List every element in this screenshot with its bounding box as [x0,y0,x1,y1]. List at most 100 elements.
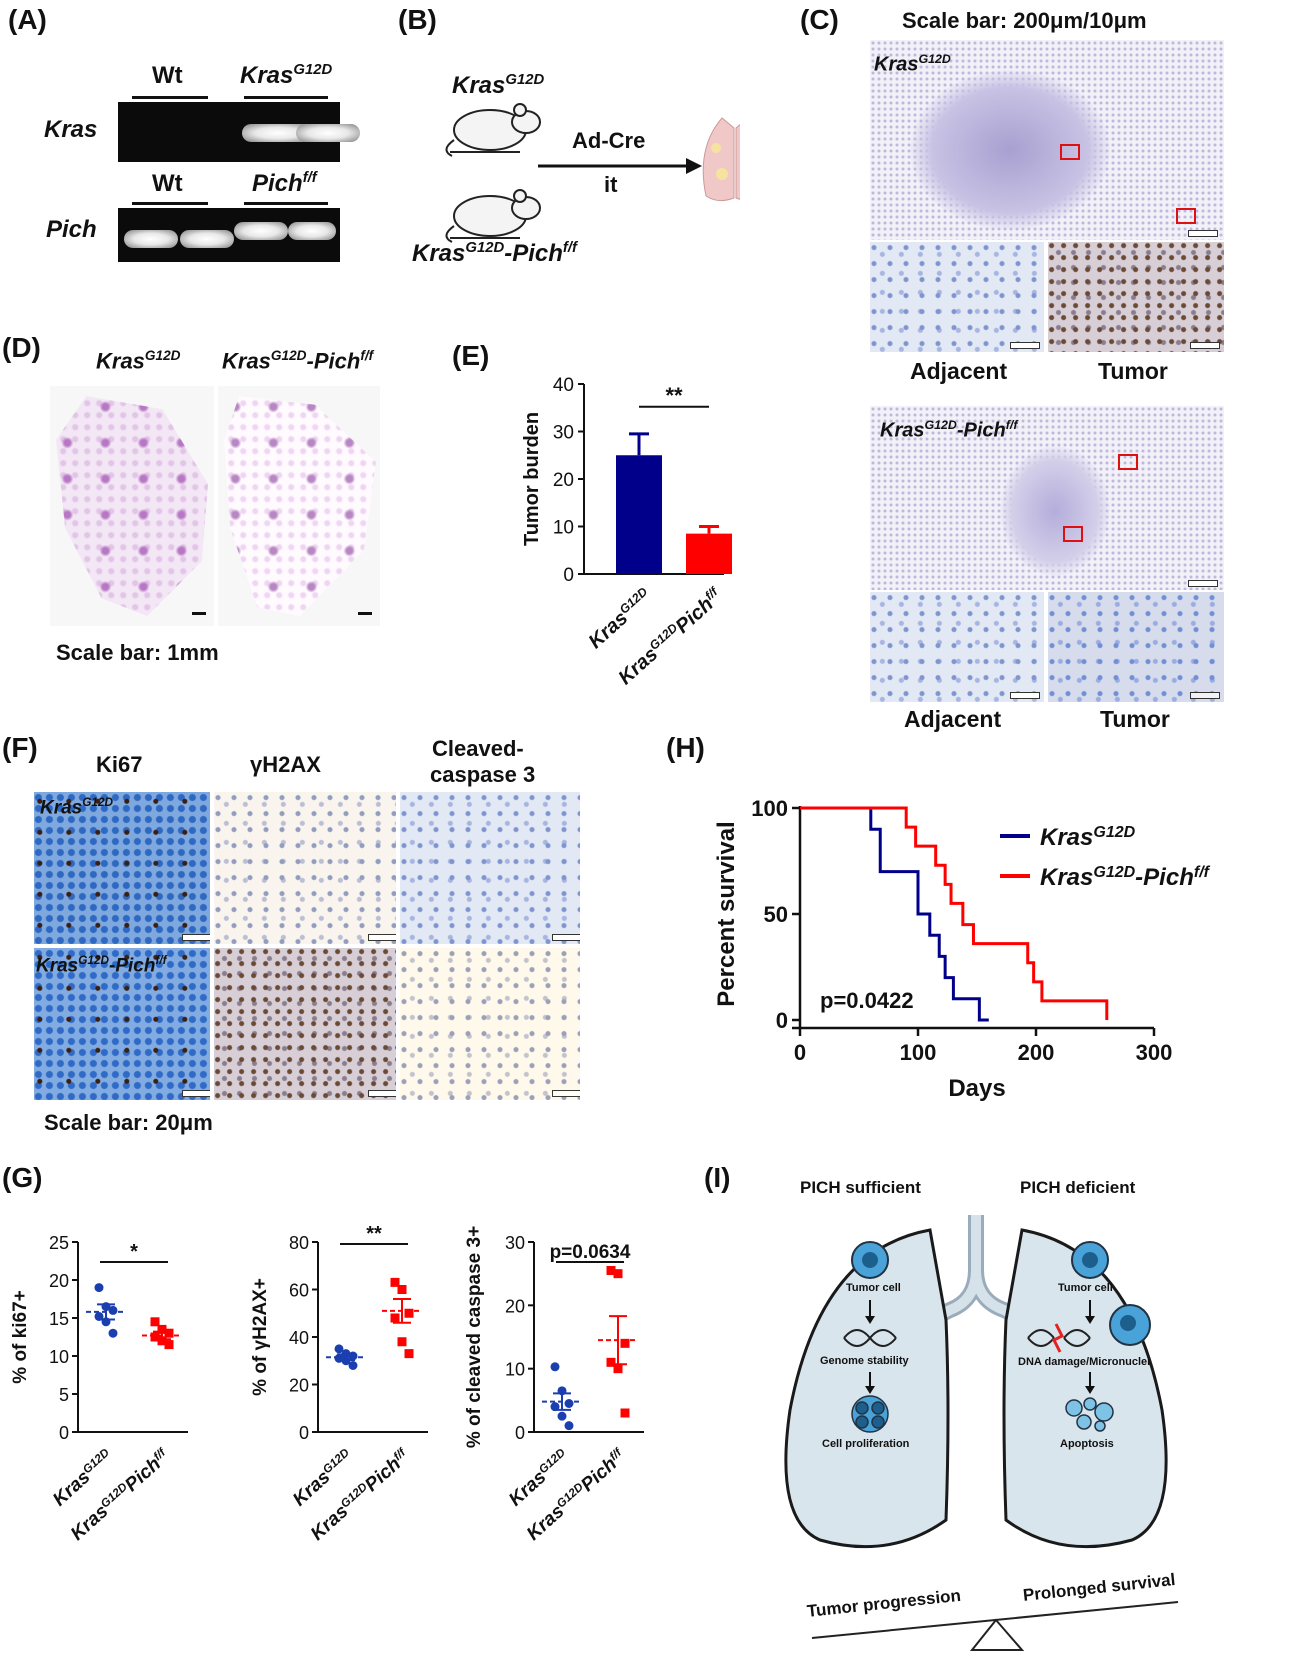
g-y-tick-label: 15 [49,1309,69,1329]
panel-i-schematic [784,1215,1179,1651]
g-data-point [164,1340,174,1350]
tumor-cell-icon [851,1241,889,1279]
c-bottom-adjacent-image [870,592,1044,702]
c-bottom-tumor-image [1048,592,1224,702]
scale-bar [1188,580,1218,587]
i-left-step-2: Genome stability [820,1355,909,1367]
g-data-point [613,1364,623,1374]
d-image-frame-1 [50,386,214,626]
h-x-tick-label: 0 [794,1040,806,1065]
h-survival-curve-0 [800,806,989,1022]
g-data-point [620,1408,630,1418]
mouse-icon [445,189,541,243]
panel-b-schematic [445,103,740,243]
c-top-genotype: KrasG12D [874,52,951,76]
g-data-point [390,1313,400,1323]
arrow-bottom-label: it [604,172,618,197]
micronucleus-icon [1109,1304,1151,1346]
gel-pich [118,208,340,262]
e-y-tick-label: 40 [553,375,574,396]
c-bottom-adjacent-label: Adjacent [904,706,1002,732]
i-right-title: PICH deficient [1020,1178,1136,1197]
g-data-point [606,1266,616,1275]
h-y-tick-label: 0 [776,1008,788,1033]
g-data-point [150,1332,160,1342]
d-image-frame-2 [218,386,380,626]
g-data-point [108,1328,118,1338]
g-y-tick-label: 60 [289,1281,309,1301]
gel-kras [118,102,360,162]
g-data-point [164,1328,174,1338]
chart-h-survival: 0 50 100 0 100 200 300 Percent survival Days p=0.… [713,796,1211,1102]
e-bar [686,533,732,574]
apoptosis-icon [1065,1397,1114,1432]
f-col-header-caspase-2: caspase 3 [430,762,536,787]
g-y-tick-label: 80 [289,1233,309,1253]
lung-icon [702,117,740,202]
g-data-point [348,1361,358,1370]
gel-top-kras-label: KrasG12D [240,62,333,89]
panel-label-g: (G) [2,1162,43,1193]
d-genotype-2: KrasG12D-Pichf/f [222,348,374,374]
g-data-point [606,1357,616,1367]
f-row-label-kras: KrasG12D [40,796,113,819]
g-significance-label: p=0.0634 [550,1242,631,1263]
e-y-tick-label: 20 [553,470,574,491]
tumor-region [1000,446,1110,576]
gel-band [296,124,360,142]
inset-box-tumor [1063,526,1083,542]
h-p-value: p=0.0422 [820,988,914,1013]
scale-bar [192,612,206,615]
d-genotype-1: KrasG12D [96,348,181,374]
g-data-point [564,1399,574,1408]
f-row-label-pich: KrasG12D-Pichf/f [36,954,167,977]
i-left-title: PICH sufficient [800,1178,921,1197]
dna-icon [843,1329,897,1347]
gel-band [180,230,234,248]
f-col-header-caspase-1: Cleaved- [432,736,524,761]
g-y-axis-label: % of cleaved caspase 3+ [464,1226,485,1448]
g-data-point [334,1344,344,1354]
c-bottom-genotype: KrasG12D-Pichf/f [880,418,1018,442]
h-legend-label: KrasG12D-Pichf/f [1040,864,1211,892]
balance-fulcrum [969,1618,1025,1651]
gel-bottom-wt-line [132,202,208,205]
h-y-tick-label: 100 [751,796,788,821]
inset-box-adjacent [1176,208,1196,224]
g-y-tick-label: 20 [49,1271,69,1291]
panel-label-e: (E) [452,340,490,371]
h-y-axis-label: Percent survival [713,821,740,1006]
h-x-tick-label: 200 [1018,1040,1055,1065]
g-y-tick-label: 20 [505,1296,525,1316]
panel-c-scale-text: Scale bar: 200μm/10μm [902,8,1147,33]
g-data-point [157,1324,167,1334]
g-category-label: KrasG12DPichf/f [523,1445,631,1545]
panel-label-c: (C) [800,4,839,35]
e-y-tick-label: 10 [553,518,574,539]
h-x-axis-label: Days [948,1075,1005,1102]
g-y-tick-label: 0 [59,1423,69,1443]
mouse2-genotype: KrasG12D-Pichf/f [412,240,577,267]
f-ki67-kras-image [34,792,210,944]
g-y-tick-label: 20 [289,1376,309,1396]
g-significance-label: ** [366,1223,382,1245]
scale-bar [1188,230,1218,237]
tumor-cell-icon [1071,1241,1109,1279]
scale-bar [358,612,372,615]
g-y-tick-label: 0 [515,1423,525,1443]
g-data-point [390,1277,400,1287]
panel-label-d: (D) [2,332,41,363]
panel-label-f: (F) [2,732,38,763]
panel-label-a: (A) [8,4,47,35]
g-y-tick-label: 10 [49,1347,69,1367]
g-significance-label: * [130,1241,138,1263]
g-category-label: KrasG12DPichf/f [307,1445,415,1545]
f-col-header-ki67: Ki67 [96,752,143,777]
c-top-tumor-label: Tumor [1098,358,1168,384]
e-category-label: KrasG12D [584,585,657,654]
gel-bottom-pich-line [244,202,328,205]
panel-label-h: (H) [666,732,705,763]
